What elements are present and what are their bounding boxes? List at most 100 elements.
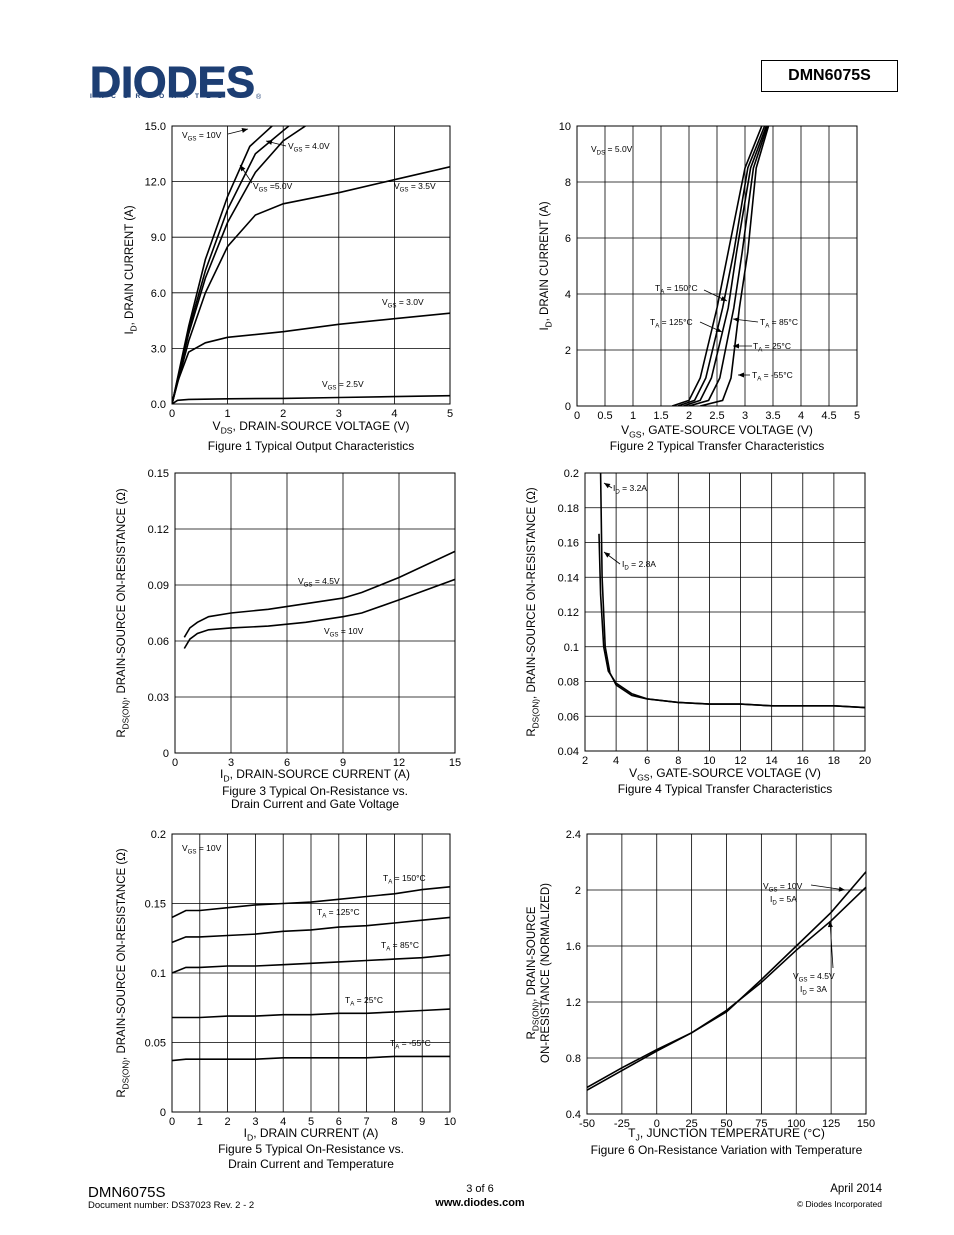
y-tick-label: 0.1: [564, 642, 579, 654]
y-tick-label: 3.0: [151, 343, 166, 355]
y-tick-label: 2: [575, 885, 581, 897]
series-line: [172, 312, 450, 404]
y-tick-label: 0.06: [148, 636, 169, 648]
label-ta-150c: TA = 150°C: [655, 283, 698, 296]
label-ta-150c: TA = 150°C: [383, 873, 426, 886]
y-tick-label: 1.6: [566, 941, 581, 953]
x-tick-label: -25: [614, 1118, 630, 1130]
label-ta-85c: TA = 85°C: [381, 940, 419, 953]
y-axis-label: RDS(ON), DRAIN-SOURCE ON-RESISTANCE (Ω): [526, 487, 540, 736]
x-tick-label: 3: [336, 408, 342, 420]
series-line: [700, 126, 770, 406]
series-line: [172, 886, 450, 919]
label-vgs-10v: VGS = 10V: [182, 130, 222, 143]
figure-caption: Figure 6 On-Resistance Variation with Te…: [591, 1143, 863, 1157]
series-line: [183, 550, 455, 638]
x-tick-label: 4: [798, 410, 804, 422]
x-axis-label: ID, DRAIN-SOURCE CURRENT (A): [220, 767, 410, 784]
x-tick-label: 20: [859, 755, 871, 767]
series-line: [587, 886, 866, 1091]
figure-caption: Figure 4 Typical Transfer Characteristic…: [618, 782, 833, 796]
x-tick-label: 3.5: [765, 410, 780, 422]
y-tick-label: 0.12: [558, 607, 579, 619]
y-tick-label: 0: [565, 401, 571, 413]
annotation-arrowhead: [733, 343, 739, 349]
label-vgs-10v: VGS = 10V: [763, 881, 803, 894]
x-axis-label: VGS, GATE-SOURCE VOLTAGE (V): [621, 423, 813, 440]
footer-website-link[interactable]: www.diodes.com: [435, 1197, 525, 1209]
x-tick-label: 2: [225, 1116, 231, 1128]
figure-3-chart: 0 3 6 9 12 15 0 0.03 0.06 0.09 0.12 0.15 ID, DRAIN-S…: [116, 468, 461, 811]
x-tick-label: 4: [391, 408, 397, 420]
series-line: [172, 394, 450, 404]
y-tick-label: 4: [565, 289, 571, 301]
label-ta-125c: TA = 125°C: [650, 317, 693, 330]
label-vgs-2-5v: VGS = 2.5V: [322, 379, 364, 392]
label-vgs-4-5v: VGS = 4.5V: [793, 971, 835, 984]
x-tick-label: 8: [675, 755, 681, 767]
label-ta-85c: TA = 85°C: [760, 317, 798, 330]
y-tick-label: 1.2: [566, 997, 581, 1009]
y-tick-label: 9.0: [151, 232, 166, 244]
y-tick-label: 2: [565, 345, 571, 357]
series-line: [688, 126, 769, 406]
x-tick-label: 15: [449, 757, 461, 769]
y-axis-label: RDS(ON), DRAIN-SOURCE ON-RESISTANCE (Ω): [116, 488, 130, 737]
registered-mark: ®: [256, 93, 262, 101]
plot-frame: [576, 125, 858, 407]
y-tick-label: 8: [565, 177, 571, 189]
x-tick-label: 0: [169, 1116, 175, 1128]
figure-1-chart: 0 1 2 3 4 5 0.0 3.0 6.0 9.0 12.0 15.0 VDS, DRAIN-SOU…: [124, 121, 453, 453]
label-ta-25c: TA = 25°C: [345, 995, 383, 1008]
annotation-arrowhead: [266, 140, 273, 145]
series-line: [677, 126, 766, 406]
annotation-arrowhead: [241, 128, 248, 133]
series-line: [172, 126, 290, 404]
x-tick-label: 1: [197, 1116, 203, 1128]
label-id-3a: ID = 3A: [800, 984, 827, 997]
figure-2-chart: 0 0.5 1 1.5 2 2.5 3 3.5 4 4.5 5 0 2 4 6 8 10 VGS, GATE-SO…: [539, 121, 860, 453]
series-line: [587, 871, 866, 1089]
x-tick-label: 3: [742, 410, 748, 422]
y-tick-label: 2.4: [566, 829, 581, 841]
x-tick-label: -50: [579, 1118, 595, 1130]
x-tick-label: 0: [169, 408, 175, 420]
x-tick-label: 50: [720, 1118, 732, 1130]
y-tick-label: 0.15: [148, 468, 169, 480]
series-line: [172, 126, 306, 404]
x-tick-label: 1: [225, 408, 231, 420]
x-tick-label: 5: [854, 410, 860, 422]
x-tick-label: 6: [644, 755, 650, 767]
x-tick-label: 25: [686, 1118, 698, 1130]
label-vgs-3-5v: VGS = 3.5V: [394, 181, 436, 194]
label-id-5a: ID = 5A: [770, 894, 797, 907]
label-ta-neg55c: TA = -55°C: [390, 1038, 431, 1051]
annotation-arrowhead: [838, 886, 845, 892]
y-tick-label: 0.09: [148, 580, 169, 592]
y-tick-label: 0.08: [558, 677, 579, 689]
x-tick-label: 0.5: [597, 410, 612, 422]
x-tick-label: 3: [252, 1116, 258, 1128]
y-axis-label-line2: ON-RESISTANCE (NORMALIZED): [540, 883, 552, 1063]
label-vgs-10v: VGS = 10V: [182, 843, 222, 856]
y-tick-label: 0: [163, 748, 169, 760]
x-axis-label: VGS, GATE-SOURCE VOLTAGE (V): [629, 766, 821, 783]
x-tick-label: 12: [393, 757, 405, 769]
x-tick-label: 5: [308, 1116, 314, 1128]
series-line: [172, 1055, 450, 1062]
series-line: [183, 578, 455, 649]
x-tick-label: 2.5: [709, 410, 724, 422]
annotation-leader: [829, 920, 834, 969]
footer-date: April 2014: [830, 1183, 882, 1195]
figure-caption-line2: Drain Current and Gate Voltage: [231, 797, 399, 811]
label-vgs-4-5v: VGS = 4.5V: [298, 576, 340, 589]
x-tick-label: 9: [340, 757, 346, 769]
x-tick-label: 9: [419, 1116, 425, 1128]
figure-6-chart: -50 -25 0 25 50 75 100 125 150 0.4 0.8 1.2 1.6 2 2.4 TJ…: [526, 829, 875, 1157]
x-tick-label: 150: [857, 1118, 875, 1130]
figure-4-chart: 2 4 6 8 10 12 14 16 18 20 0.04 0.06 0.08 0.1 0.12 0.14 0…: [526, 468, 871, 796]
x-tick-label: 1: [630, 410, 636, 422]
label-id-2-8a: ID = 2.8A: [622, 559, 656, 572]
x-tick-label: 16: [797, 755, 809, 767]
x-tick-label: 7: [364, 1116, 370, 1128]
